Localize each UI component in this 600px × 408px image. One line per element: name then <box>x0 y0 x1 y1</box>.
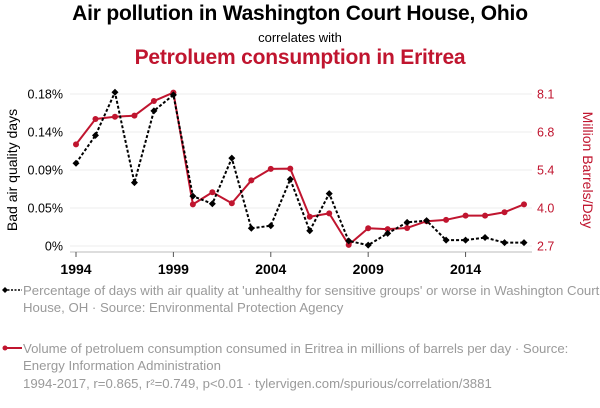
data-point-petroleum <box>521 201 527 208</box>
series-line-air-pollution <box>75 91 524 247</box>
data-point-air-pollution <box>228 154 236 162</box>
data-point-petroleum <box>267 165 274 172</box>
y-axis-right: 2.7 4.0 5.4 6.8 8.1 <box>537 88 554 254</box>
x-tick-label: 2014 <box>450 261 481 277</box>
data-point-petroleum <box>443 216 450 223</box>
data-point-petroleum <box>73 141 79 148</box>
chart-area: 1994 1999 2004 2009 2014 0% 0.05% 0.09% 0.14% 0.… <box>4 88 596 278</box>
data-point-air-pollution <box>189 192 197 200</box>
data-point-air-pollution <box>286 175 294 183</box>
y-axis-label-left: Bad air quality days <box>4 109 20 231</box>
legend-item-air-pollution: Percentage of days with air quality at '… <box>0 282 600 316</box>
data-point-air-pollution <box>325 190 333 198</box>
y-tick-label-right: 8.1 <box>537 88 554 102</box>
data-point-air-pollution <box>247 224 255 232</box>
y-axis-label-right: Million Barrels/Day <box>580 112 596 229</box>
data-point-air-pollution <box>150 107 158 115</box>
data-point-air-pollution <box>111 88 119 96</box>
data-point-petroleum <box>482 212 489 219</box>
data-point-petroleum <box>501 209 508 216</box>
data-point-petroleum <box>209 189 216 196</box>
y-tick-label-left: 0% <box>45 240 63 254</box>
chart-subtitle: correlates with <box>258 30 342 45</box>
data-point-air-pollution <box>423 217 431 225</box>
data-point-air-pollution <box>403 218 411 226</box>
x-tick-label: 1999 <box>158 261 189 277</box>
data-point-air-pollution <box>130 179 138 187</box>
legend-swatch-line-circle-icon <box>2 345 22 351</box>
data-point-petroleum <box>287 165 294 172</box>
y-tick-label-left: 0.14% <box>28 126 63 140</box>
legend-label-petroleum: Volume of petroluem consumption consumed… <box>23 341 569 373</box>
y-tick-label-right: 5.4 <box>537 164 554 178</box>
data-point-petroleum <box>384 226 391 233</box>
data-point-air-pollution <box>306 227 314 235</box>
data-point-petroleum <box>365 225 372 232</box>
data-point-air-pollution <box>364 241 372 249</box>
data-point-petroleum <box>111 113 118 120</box>
series-petroleum <box>73 89 527 248</box>
y-tick-label-right: 4.0 <box>537 202 554 216</box>
y-tick-label-left: 0.18% <box>28 88 63 102</box>
x-axis: 1994 1999 2004 2009 2014 <box>60 251 532 277</box>
data-point-air-pollution <box>169 91 177 99</box>
data-point-petroleum <box>326 210 333 217</box>
series-line-petroleum <box>75 91 525 246</box>
data-point-petroleum <box>131 112 138 119</box>
data-point-air-pollution <box>442 236 450 244</box>
footer-stats: 1994-2017, r=0.865, r²=0.749, p<0.01 · t… <box>23 376 492 391</box>
data-point-air-pollution <box>481 234 489 242</box>
chart-title: Air pollution in Washington Court House,… <box>72 2 528 25</box>
data-point-air-pollution <box>91 131 99 139</box>
data-point-air-pollution <box>384 229 392 237</box>
data-point-petroleum <box>228 200 235 207</box>
y-axis-left: 0% 0.05% 0.09% 0.14% 0.18% <box>28 88 63 254</box>
data-point-petroleum <box>189 201 196 208</box>
legend-swatch-dashed-diamond-icon <box>2 287 22 293</box>
y-tick-label-left: 0.05% <box>28 202 63 216</box>
data-point-air-pollution <box>72 159 80 167</box>
series-air-pollution <box>72 88 528 249</box>
data-point-air-pollution <box>501 239 509 247</box>
data-point-air-pollution <box>462 236 470 244</box>
data-point-petroleum <box>462 212 469 219</box>
y-tick-label-left: 0.09% <box>28 164 63 178</box>
data-point-petroleum <box>248 177 255 184</box>
legend-label-air-pollution: Percentage of days with air quality at '… <box>23 283 600 315</box>
data-point-air-pollution <box>208 200 216 208</box>
data-point-air-pollution <box>520 239 528 247</box>
y-tick-label-right: 6.8 <box>537 126 554 140</box>
data-point-petroleum <box>306 213 313 220</box>
x-tick-label: 2004 <box>255 261 286 277</box>
data-point-petroleum <box>150 98 157 105</box>
chart-title-secondary: Petroluem consumption in Eritrea <box>134 46 466 69</box>
data-point-petroleum <box>92 116 99 123</box>
x-tick-label: 1994 <box>60 261 91 277</box>
data-point-air-pollution <box>267 222 275 230</box>
y-tick-label-right: 2.7 <box>537 240 554 254</box>
x-tick-label: 2009 <box>353 261 384 277</box>
legend-item-petroleum: Volume of petroluem consumption consumed… <box>0 340 600 374</box>
data-point-petroleum <box>345 241 352 248</box>
data-point-petroleum <box>404 224 411 231</box>
gridlines <box>70 93 532 247</box>
data-point-air-pollution <box>345 237 353 245</box>
